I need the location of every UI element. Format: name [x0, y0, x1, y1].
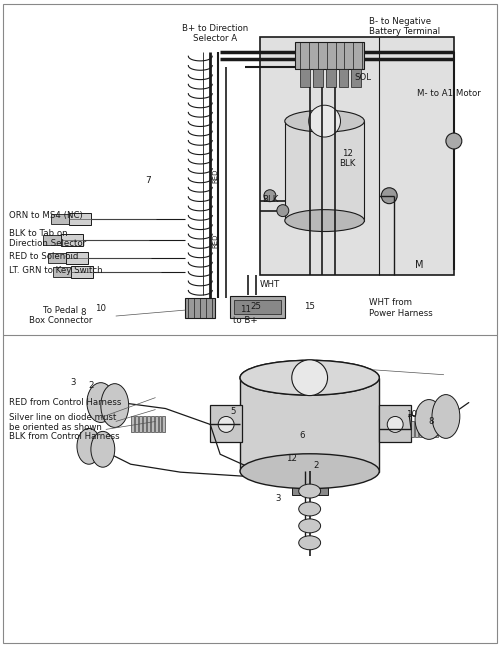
Text: 10: 10	[96, 304, 106, 313]
Text: 8: 8	[80, 308, 86, 317]
Text: RED: RED	[212, 234, 218, 248]
Ellipse shape	[285, 210, 364, 232]
Ellipse shape	[285, 110, 364, 132]
Bar	[43, 236, 61, 245]
Bar	[150, 417, 154, 432]
Text: 12
BLK: 12 BLK	[340, 149, 355, 168]
Ellipse shape	[240, 360, 380, 395]
Bar	[338, 69, 348, 87]
Bar	[138, 417, 141, 432]
Text: B+ to Direction
Selector A: B+ to Direction Selector A	[182, 24, 248, 43]
Bar	[162, 417, 166, 432]
Text: WHT: WHT	[260, 280, 280, 289]
Bar	[240, 378, 380, 472]
Text: 3: 3	[70, 378, 75, 387]
Text: 25: 25	[250, 302, 262, 311]
Text: 8: 8	[428, 417, 434, 426]
Bar	[292, 485, 328, 495]
Ellipse shape	[77, 428, 101, 464]
Bar	[61, 234, 83, 247]
Text: WHT from
Power Harness: WHT from Power Harness	[370, 298, 433, 318]
Bar	[419, 421, 422, 437]
Text: B- to Negative
Battery Terminal: B- to Negative Battery Terminal	[370, 17, 440, 36]
Text: 7: 7	[146, 176, 152, 185]
Bar	[69, 213, 91, 225]
Text: SOL: SOL	[354, 73, 372, 82]
Text: ORN to MS4 (NC): ORN to MS4 (NC)	[10, 211, 83, 219]
Bar	[146, 417, 150, 432]
Circle shape	[382, 188, 397, 204]
Bar	[158, 417, 162, 432]
Text: LT. GRN to Key Switch: LT. GRN to Key Switch	[10, 267, 103, 276]
Bar	[435, 421, 438, 437]
Ellipse shape	[240, 360, 380, 395]
Bar	[53, 267, 71, 278]
Circle shape	[308, 105, 340, 137]
Bar	[71, 267, 93, 278]
Text: 2: 2	[313, 461, 318, 470]
Bar	[415, 421, 418, 437]
Text: RED to Solenoid: RED to Solenoid	[10, 252, 78, 261]
Ellipse shape	[432, 395, 460, 439]
Bar	[51, 214, 69, 224]
Text: BLK: BLK	[262, 195, 278, 204]
Circle shape	[292, 360, 328, 395]
Bar	[66, 252, 88, 265]
Bar	[230, 296, 285, 318]
Bar	[431, 421, 434, 437]
Circle shape	[264, 190, 276, 202]
Bar	[154, 417, 158, 432]
Bar	[210, 404, 242, 443]
Ellipse shape	[240, 454, 380, 488]
Circle shape	[277, 204, 289, 217]
Bar	[326, 69, 336, 87]
Circle shape	[446, 133, 462, 149]
Bar	[134, 417, 138, 432]
Ellipse shape	[298, 502, 320, 516]
Text: 6: 6	[299, 432, 304, 441]
Ellipse shape	[415, 400, 443, 439]
Text: 11
to B+: 11 to B+	[232, 305, 258, 325]
Bar	[130, 417, 134, 432]
Text: 12: 12	[286, 454, 298, 463]
Ellipse shape	[298, 519, 320, 533]
Bar	[48, 254, 66, 263]
Text: 3: 3	[275, 494, 280, 503]
Bar	[300, 69, 310, 87]
Text: 2: 2	[88, 380, 94, 389]
Ellipse shape	[298, 536, 320, 550]
Text: RED: RED	[212, 169, 218, 183]
Ellipse shape	[91, 432, 115, 467]
Text: M- to A1 Motor: M- to A1 Motor	[417, 89, 481, 98]
Text: To Pedal
Box Connector: To Pedal Box Connector	[30, 306, 92, 325]
Text: RED from Control Harness: RED from Control Harness	[10, 398, 122, 406]
Bar	[411, 421, 414, 437]
Bar	[380, 404, 411, 443]
Ellipse shape	[298, 484, 320, 498]
Text: 10: 10	[406, 410, 416, 419]
Bar	[295, 41, 364, 69]
Bar	[352, 69, 362, 87]
Bar	[186, 298, 215, 318]
Text: 5: 5	[230, 406, 236, 415]
Text: BLK from Control Harness: BLK from Control Harness	[10, 432, 120, 441]
Text: M: M	[415, 260, 424, 270]
Bar	[312, 69, 322, 87]
Circle shape	[387, 417, 403, 432]
Text: 15: 15	[304, 302, 315, 311]
Text: Silver line on diode must
be oriented as shown: Silver line on diode must be oriented as…	[10, 413, 117, 432]
Bar	[285, 121, 364, 221]
Circle shape	[218, 417, 234, 432]
Bar	[423, 421, 426, 437]
Bar	[234, 300, 281, 314]
Bar	[427, 421, 430, 437]
Bar	[260, 37, 454, 275]
Ellipse shape	[87, 382, 115, 422]
Ellipse shape	[101, 384, 128, 428]
Text: BLK to Tab on
Direction Selector: BLK to Tab on Direction Selector	[10, 228, 86, 248]
Bar	[142, 417, 146, 432]
